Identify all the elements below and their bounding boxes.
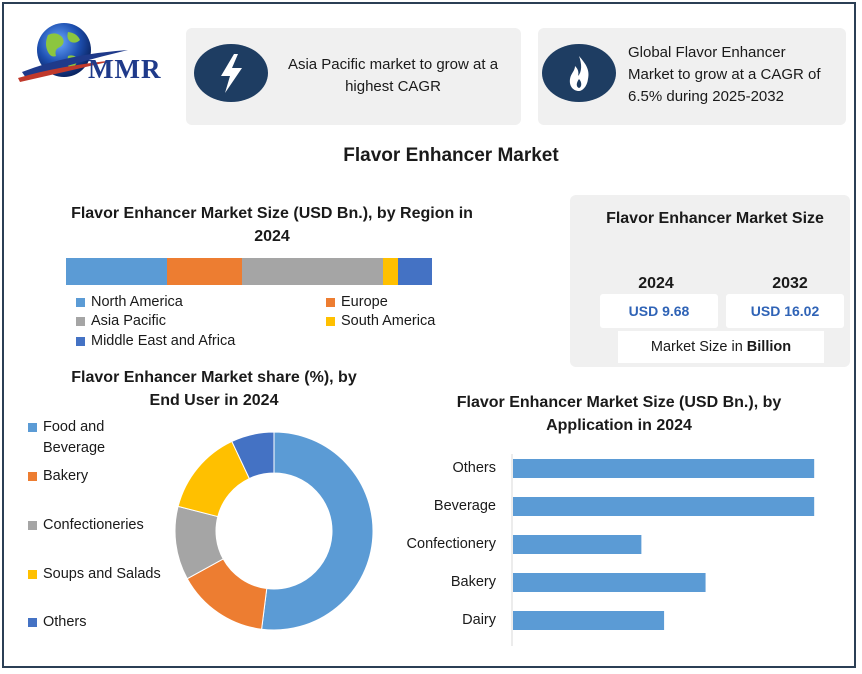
stack-segment-middle-east-and-africa: [398, 258, 432, 285]
market-size-panel: Flavor Enhancer Market Size 2024 2032 US…: [570, 195, 850, 367]
stack-segment-north-america: [66, 258, 167, 285]
stack-segment-europe: [166, 258, 242, 285]
market-size-unit-note: Market Size in Billion: [618, 331, 824, 363]
category-label-dairy: Dairy: [462, 612, 496, 628]
lightning-icon: [221, 54, 242, 93]
flame-icon-badge: [542, 44, 616, 102]
legend-swatch-confectioneries: [28, 521, 37, 530]
info-card-region-text: Asia Pacific market to grow at a highest…: [287, 56, 499, 95]
legend-label: Bakery: [43, 468, 89, 484]
donut-slice-others: [231, 431, 275, 480]
region-chart-title: Flavor Enhancer Market Size (USD Bn.), b…: [71, 205, 473, 245]
legend-soups-salads: Soups and Salads: [28, 564, 161, 585]
region-stacked-bar: [66, 258, 434, 285]
lightning-icon-badge: [194, 44, 268, 102]
page-title: Flavor Enhancer Market: [343, 145, 559, 166]
legend-swatch-mea: [76, 336, 85, 346]
donut-slice-food-and-beverage: [261, 431, 374, 631]
globe-logo-icon: [18, 23, 128, 82]
legend-swatch-soups-salads: [28, 570, 37, 579]
year-2024-label: 2024: [638, 275, 674, 292]
legend-south-america: South America: [326, 313, 435, 329]
category-label-bakery: Bakery: [450, 574, 496, 590]
info-card-cagr: Global Flavor Enhancer Market to grow at…: [538, 28, 846, 125]
legend-swatch-bakery: [28, 472, 37, 481]
application-chart-title: Flavor Enhancer Market Size (USD Bn.), b…: [456, 394, 782, 434]
legend-asia-pacific: Asia Pacific: [76, 313, 166, 329]
legend-bakery: Bakery: [28, 466, 88, 487]
legend-label: Others: [43, 614, 87, 630]
legend-confectioneries: Confectioneries: [28, 515, 144, 536]
bar-beverage: [513, 497, 815, 516]
legend-label: Europe: [341, 294, 388, 310]
legend-label: Asia Pacific: [91, 313, 166, 329]
value-2032-box: USD 16.02: [726, 294, 844, 328]
end-user-donut-chart: [174, 431, 374, 631]
legend-swatch-south-america: [326, 316, 335, 326]
end-user-chart-title: Flavor Enhancer Market share (%), by End…: [71, 369, 357, 409]
category-label-beverage: Beverage: [433, 498, 496, 514]
market-size-title: Flavor Enhancer Market Size: [606, 210, 824, 227]
legend-swatch-food-beverage: [28, 423, 37, 432]
legend-europe: Europe: [326, 294, 388, 310]
unit-note-bold: Billion: [746, 339, 792, 355]
category-label-others: Others: [452, 460, 496, 476]
info-card-cagr-text: Global Flavor Enhancer Market to grow at…: [628, 44, 821, 105]
stack-segment-asia-pacific: [241, 258, 384, 285]
category-label-confectionery: Confectionery: [406, 536, 496, 552]
legend-label: Confectioneries: [43, 517, 144, 533]
application-bar-chart: [511, 454, 815, 646]
bar-others: [513, 459, 815, 478]
legend-food-beverage: Food and Beverage: [28, 417, 123, 459]
legend-swatch-others: [28, 618, 37, 627]
legend-swatch-north-america: [76, 297, 85, 307]
bar-bakery: [513, 573, 706, 592]
legend-label: South America: [341, 313, 436, 329]
bar-confectionery: [513, 535, 642, 554]
legend-middle-east-africa: Middle East and Africa: [76, 333, 235, 349]
unit-note-prefix: Market Size in: [650, 339, 747, 355]
value-2024-box: USD 9.68: [600, 294, 718, 328]
info-card-region: Asia Pacific market to grow at a highest…: [186, 28, 521, 125]
legend-label: North America: [91, 294, 183, 310]
infographic-frame: MMR Asia Pacific market to grow at a hig…: [2, 2, 856, 668]
legend-swatch-asia-pacific: [76, 316, 85, 326]
legend-label: Soups and Salads: [43, 566, 161, 582]
year-2032-label: 2032: [772, 275, 808, 292]
stack-segment-south-america: [383, 258, 399, 285]
flame-icon: [569, 56, 589, 91]
legend-swatch-europe: [326, 297, 335, 307]
legend-label: Food and Beverage: [43, 419, 106, 456]
legend-label: Middle East and Africa: [91, 333, 236, 349]
logo-text: MMR: [88, 54, 162, 84]
legend-north-america: North America: [76, 294, 183, 310]
bar-dairy: [513, 611, 665, 630]
mmr-logo: MMR: [18, 20, 188, 90]
legend-others: Others: [28, 612, 87, 633]
